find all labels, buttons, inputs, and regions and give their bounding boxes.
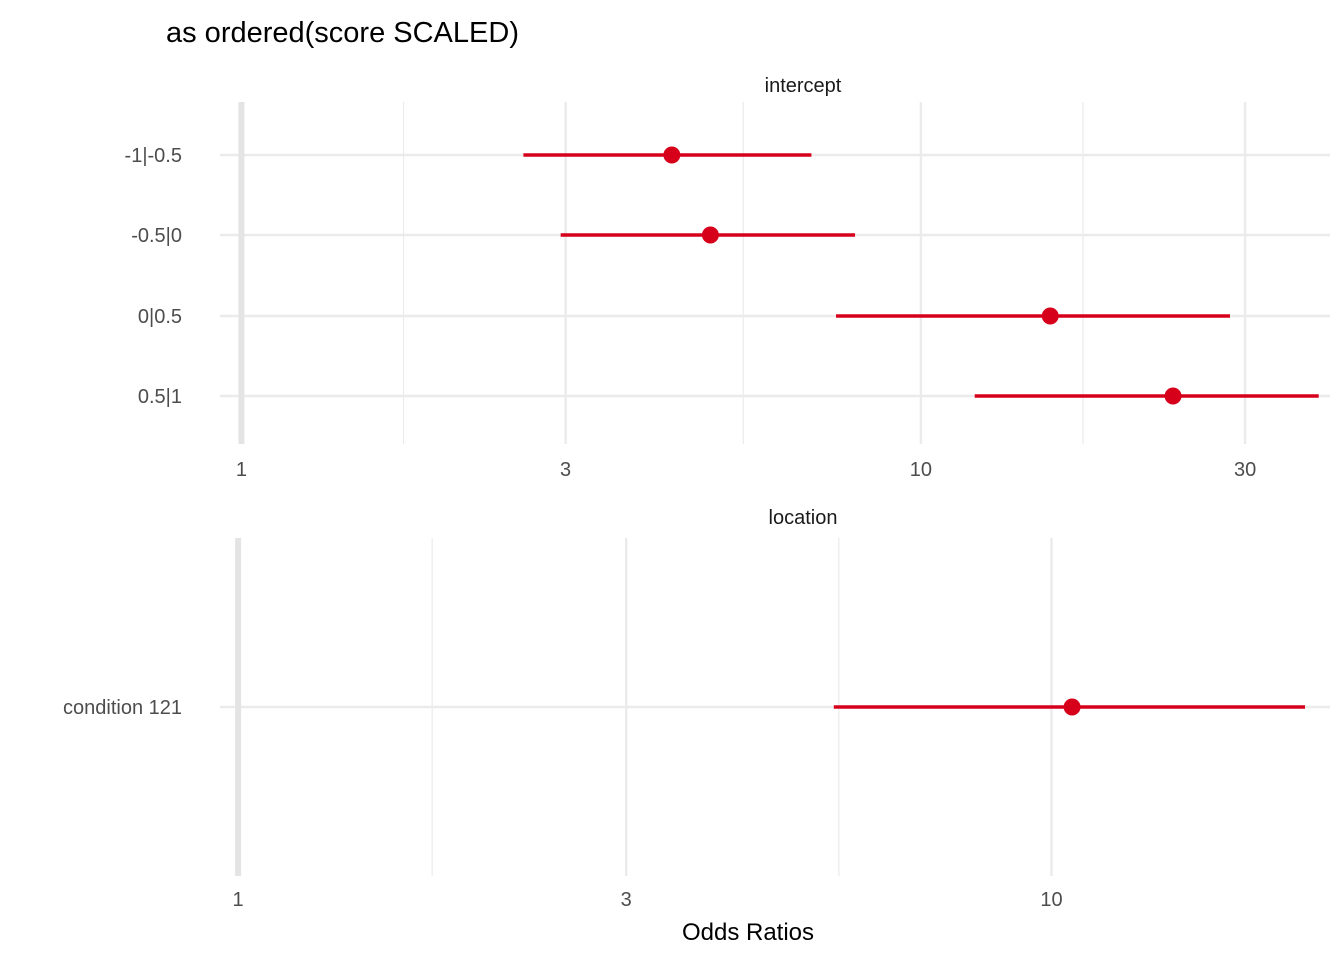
panel-intercept: intercept 1 3 10 30 -1|-0.5 -0.5|0 0|0.5 0.5|1 bbox=[125, 75, 1330, 481]
y-tick-label: -1|-0.5 bbox=[125, 145, 182, 167]
estimate-point bbox=[1063, 698, 1081, 716]
estimate-point bbox=[663, 146, 681, 164]
x-tick-label: 3 bbox=[560, 459, 571, 481]
y-tick-label: 0|0.5 bbox=[138, 306, 182, 328]
x-tick-label: 10 bbox=[1040, 889, 1062, 911]
estimate-point bbox=[701, 226, 719, 244]
y-tick-label: -0.5|0 bbox=[131, 225, 182, 247]
x-axis-title: Odds Ratios bbox=[682, 919, 814, 946]
chart-title: as ordered(score SCALED) bbox=[166, 17, 519, 49]
panel-strip-label: location bbox=[769, 507, 838, 529]
y-tick-label: condition 121 bbox=[63, 697, 182, 719]
estimate-point bbox=[1041, 307, 1059, 325]
estimate-point bbox=[1164, 387, 1182, 405]
y-tick-label: 0.5|1 bbox=[138, 386, 182, 408]
panel-strip-label: intercept bbox=[765, 75, 842, 97]
x-tick-label: 1 bbox=[236, 459, 247, 481]
x-tick-label: 3 bbox=[621, 889, 632, 911]
x-tick-label: 10 bbox=[910, 459, 932, 481]
panel-location: location 1 3 10 condition 121 bbox=[63, 507, 1330, 911]
x-tick-label: 1 bbox=[233, 889, 244, 911]
x-tick-label: 30 bbox=[1234, 459, 1256, 481]
